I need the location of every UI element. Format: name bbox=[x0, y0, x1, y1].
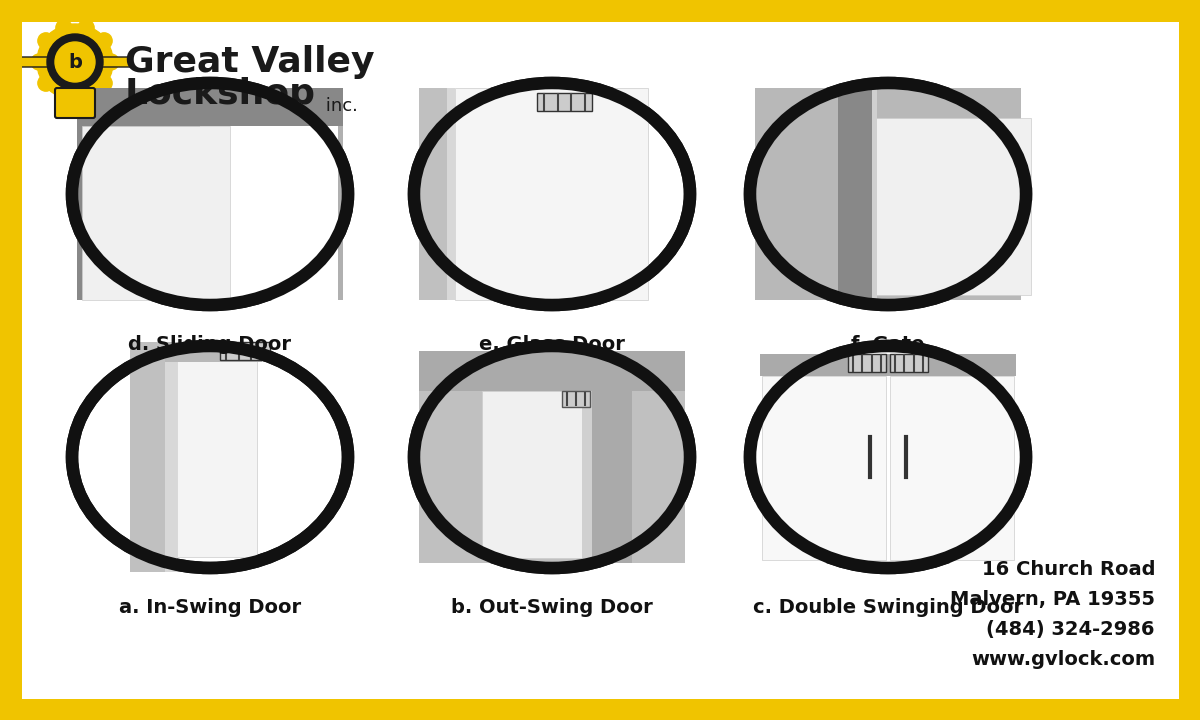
Bar bbox=[890, 354, 928, 372]
Circle shape bbox=[31, 54, 47, 70]
Bar bbox=[482, 391, 582, 558]
Bar bbox=[77, 88, 343, 126]
Bar bbox=[455, 88, 648, 300]
Bar bbox=[419, 351, 685, 563]
Polygon shape bbox=[88, 54, 130, 70]
Circle shape bbox=[78, 19, 94, 36]
Text: (484) 324-2986: (484) 324-2986 bbox=[986, 620, 1154, 639]
Bar bbox=[82, 126, 230, 300]
Circle shape bbox=[56, 19, 72, 36]
Ellipse shape bbox=[750, 346, 1026, 568]
Text: c. Double Swinging Door: c. Double Swinging Door bbox=[752, 598, 1024, 617]
Bar bbox=[762, 376, 886, 560]
Ellipse shape bbox=[72, 346, 348, 568]
Bar bbox=[538, 93, 592, 111]
Bar bbox=[755, 351, 1021, 563]
Text: inc.: inc. bbox=[320, 97, 358, 115]
Bar bbox=[178, 357, 257, 557]
Circle shape bbox=[38, 75, 54, 91]
Bar bbox=[848, 354, 886, 372]
Circle shape bbox=[96, 33, 112, 49]
Bar bbox=[755, 88, 1021, 300]
Bar bbox=[874, 118, 1031, 295]
Text: b: b bbox=[68, 53, 82, 71]
Circle shape bbox=[56, 89, 72, 104]
Bar bbox=[220, 342, 270, 360]
Circle shape bbox=[96, 75, 112, 91]
FancyBboxPatch shape bbox=[55, 88, 95, 118]
Bar bbox=[760, 354, 1016, 376]
Ellipse shape bbox=[414, 346, 690, 568]
Bar bbox=[446, 88, 455, 300]
Bar bbox=[872, 88, 877, 300]
Circle shape bbox=[55, 42, 95, 82]
Circle shape bbox=[37, 24, 113, 100]
Bar bbox=[166, 342, 178, 572]
Bar bbox=[562, 391, 590, 407]
Bar bbox=[77, 88, 343, 300]
Text: a. In-Swing Door: a. In-Swing Door bbox=[119, 598, 301, 617]
Ellipse shape bbox=[750, 83, 1026, 305]
Circle shape bbox=[103, 54, 119, 70]
Circle shape bbox=[47, 34, 103, 90]
Bar bbox=[200, 126, 338, 300]
Bar bbox=[419, 88, 446, 300]
Text: Great Valley: Great Valley bbox=[125, 45, 374, 79]
Text: f. Gate: f. Gate bbox=[851, 336, 925, 354]
Circle shape bbox=[38, 33, 54, 49]
Ellipse shape bbox=[414, 83, 690, 305]
Bar bbox=[166, 342, 262, 362]
Text: Malvern, PA 19355: Malvern, PA 19355 bbox=[950, 590, 1154, 609]
Bar bbox=[890, 376, 1014, 560]
Polygon shape bbox=[20, 54, 64, 70]
Polygon shape bbox=[582, 391, 592, 558]
Text: 16 Church Road: 16 Church Road bbox=[982, 560, 1154, 579]
Text: b. Out-Swing Door: b. Out-Swing Door bbox=[451, 598, 653, 617]
Bar bbox=[419, 351, 685, 391]
Bar bbox=[838, 88, 874, 300]
Circle shape bbox=[78, 89, 94, 104]
Text: Lockshop: Lockshop bbox=[125, 77, 316, 111]
Text: d. Sliding Door: d. Sliding Door bbox=[128, 336, 292, 354]
Bar bbox=[130, 342, 166, 572]
Ellipse shape bbox=[72, 83, 348, 305]
Bar bbox=[592, 351, 632, 563]
Text: e. Glass Door: e. Glass Door bbox=[479, 336, 625, 354]
Text: www.gvlock.com: www.gvlock.com bbox=[971, 650, 1154, 669]
Bar bbox=[77, 126, 200, 300]
